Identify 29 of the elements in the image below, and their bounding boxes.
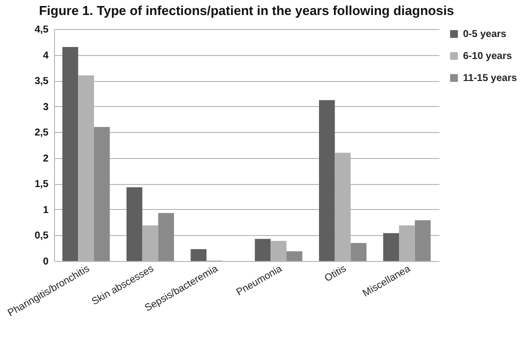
- bar: [126, 187, 142, 261]
- legend-label: 0-5 years: [463, 29, 507, 40]
- chart-title: Figure 1. Type of infections/patient in the years following diagnosis: [38, 3, 454, 18]
- y-tick-label: 4: [42, 50, 49, 62]
- y-tick-label: 1,5: [34, 179, 49, 190]
- bar: [286, 251, 302, 261]
- y-tick-label: 2: [42, 153, 49, 164]
- bar: [399, 225, 415, 261]
- bar: [414, 220, 431, 261]
- legend-label: 6-10 years: [463, 51, 512, 62]
- bar: [190, 249, 207, 261]
- bar: [158, 213, 174, 261]
- bar: [142, 225, 158, 261]
- legend-label: 11-15 years: [463, 73, 518, 84]
- bar: [350, 242, 366, 261]
- y-tick-label: 0: [42, 256, 49, 268]
- y-tick-label: 3,5: [34, 76, 49, 88]
- bar: [62, 47, 78, 261]
- y-tick-label: 4,5: [34, 24, 49, 36]
- bar: [319, 100, 335, 261]
- bar: [94, 126, 110, 261]
- y-tick-label: 1: [42, 204, 49, 216]
- x-tick-label: Otitis: [323, 264, 348, 284]
- y-tick-label: 0,5: [34, 230, 49, 242]
- y-tick-label: 3: [42, 102, 49, 113]
- bar: [383, 233, 400, 261]
- y-tick-label: 2,5: [34, 128, 49, 139]
- bar: [254, 238, 271, 261]
- bar: [270, 240, 286, 261]
